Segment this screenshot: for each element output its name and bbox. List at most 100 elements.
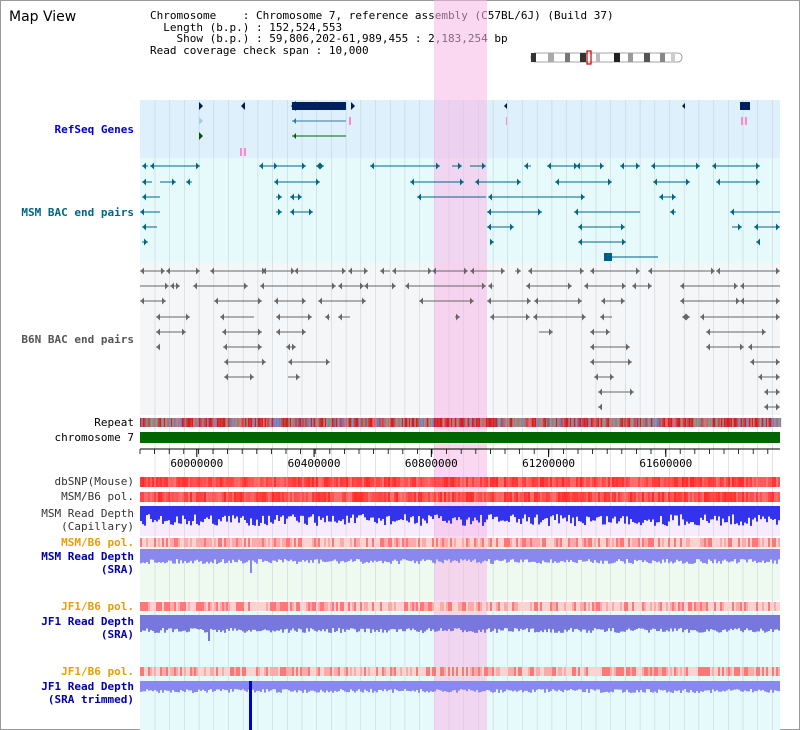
jf1-sra-depth-bar — [592, 615, 594, 631]
jf1-trim-depth-bar — [614, 681, 616, 690]
msm-cap-depth-bar — [588, 506, 590, 518]
dbsnp-cell — [478, 477, 480, 487]
msm-sra-depth-bar — [684, 549, 686, 564]
msm-sra-depth-bar — [704, 549, 706, 563]
msm-cap-depth-bar — [168, 506, 170, 521]
msm-cap-depth-bar — [414, 506, 416, 524]
msm-bac-end — [730, 208, 734, 216]
msm-pol-cell — [710, 492, 712, 502]
jf1-sra-depth-bar — [184, 615, 186, 631]
msm-bac-end — [538, 208, 542, 216]
msm-pol-cell — [690, 492, 692, 502]
msm-bac-end-pairs-track[interactable] — [140, 162, 780, 262]
msm-pol-cell — [288, 492, 290, 502]
jf1-trim-depth-bar — [278, 681, 280, 693]
jf1-sra-depth-bar — [152, 615, 154, 632]
msm-pol-cell — [588, 492, 590, 502]
jf1-pol-cell — [760, 602, 762, 611]
msm-pol-cell — [176, 492, 178, 502]
jf1-sra-depth-bar — [156, 615, 158, 633]
msm-sra-depth-bar — [466, 549, 468, 561]
refseq-genes-track[interactable] — [199, 101, 750, 156]
msm-sra-depth-bar — [180, 549, 182, 561]
jf1-sra-depth-bar — [172, 615, 174, 633]
jf1-sra-depth-bar — [330, 615, 332, 633]
msm-sra-depth-bar — [692, 549, 694, 564]
msm-sra-depth-bar — [194, 549, 196, 561]
dbsnp-cell — [362, 477, 364, 487]
jf1-pol-cell — [620, 602, 622, 611]
repeat-element — [156, 418, 159, 427]
repeat-element — [498, 418, 500, 427]
jf1-sra-depth-bar — [660, 615, 662, 629]
msm-pol2-cell — [284, 538, 286, 547]
repeat-element — [277, 418, 279, 427]
msm-cap-depth-bar — [288, 506, 290, 517]
repeat-element — [667, 418, 670, 427]
jf1-sra-depth-bar — [148, 615, 150, 632]
jf1-pol-cell — [232, 602, 234, 611]
dbsnp-cell — [514, 477, 516, 487]
dbsnp-cell — [614, 477, 616, 487]
jf1-pol2-cell — [488, 667, 490, 676]
msm-pol-cell — [302, 492, 304, 502]
chromosome-ideogram[interactable] — [530, 50, 683, 65]
msm-bac-label[interactable]: MSM BAC end pairs — [21, 206, 134, 219]
msm-pol2-cell — [730, 538, 732, 547]
b6n-bac-end — [776, 373, 780, 381]
msm-cap-depth-bar — [228, 506, 230, 516]
dbsnp-cell — [544, 477, 546, 487]
msm-pol2-cell — [352, 538, 354, 547]
jf1-pol2-cell — [738, 667, 740, 676]
msm-pol-cell — [552, 492, 554, 502]
jf1-sra-depth-bar — [242, 615, 244, 632]
msm-sra-depth-bar — [448, 549, 450, 560]
b6n-bac-label[interactable]: B6N BAC end pairs — [21, 333, 134, 346]
msm-sra-depth-bar — [164, 549, 166, 564]
refseq-genes-label[interactable]: RefSeq Genes — [54, 123, 134, 136]
dbsnp-cell — [206, 477, 208, 487]
dbsnp-cell — [190, 477, 192, 487]
jf1-pol-cell — [746, 602, 748, 611]
msm-pol-cell — [474, 492, 476, 502]
jf1-pol-cell — [378, 602, 380, 611]
dbsnp-cell — [226, 477, 228, 487]
jf1-sra-depth-bar — [268, 615, 270, 631]
msm-pol-cell — [380, 492, 382, 502]
jf1-pol-cell — [702, 602, 704, 611]
dbsnp-cell — [404, 477, 406, 487]
jf1-trim-depth-bar — [560, 681, 562, 691]
dbsnp-cell — [288, 477, 290, 487]
jf1-pol2-cell — [390, 667, 392, 676]
jf1-trim-depth-bar — [518, 681, 520, 691]
repeat-element — [247, 418, 250, 427]
repeat-element — [490, 418, 492, 427]
dbsnp-cell — [706, 477, 708, 487]
msm-cap-depth-bar — [718, 506, 720, 517]
jf1-pol-cell — [594, 602, 596, 611]
b6n-bac-end — [140, 297, 144, 305]
repeat-element — [226, 418, 229, 427]
msm-pol-cell — [522, 492, 524, 502]
msm-pol2-cell — [452, 538, 454, 547]
b6n-bac-end-pairs-track[interactable] — [140, 267, 780, 411]
jf1-pol2-cell — [410, 667, 412, 676]
msm-cap-depth-bar — [406, 506, 408, 521]
msm-pol-cell — [390, 492, 392, 502]
repeat-element — [266, 418, 268, 427]
jf1-sra-depth-bar — [190, 615, 192, 629]
jf1-pol2-cell — [188, 667, 190, 676]
msm-pol-cell — [142, 492, 144, 502]
msm-cap-depth-bar — [230, 506, 232, 523]
msm-pol2-cell — [440, 538, 442, 547]
msm-sra-depth-bar — [218, 549, 220, 563]
jf1-pol2-cell — [644, 667, 646, 676]
jf1-pol-cell — [342, 602, 344, 611]
msm-cap-depth-bar — [514, 506, 516, 518]
dbsnp-cell — [742, 477, 744, 487]
jf1-pol-cell — [200, 602, 202, 611]
jf1-pol-cell — [170, 602, 172, 611]
msm-sra-depth-bar — [148, 549, 150, 564]
jf1-trim-depth-bar — [594, 681, 596, 691]
